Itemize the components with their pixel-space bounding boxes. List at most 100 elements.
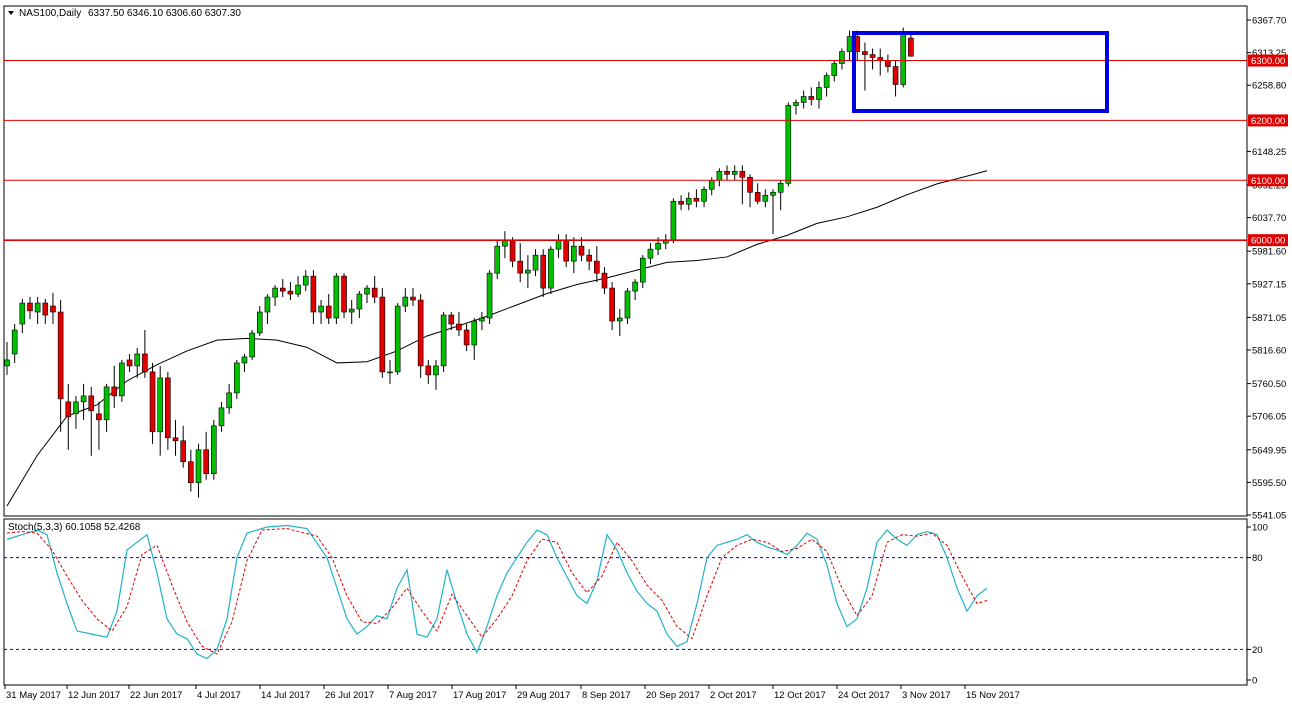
candle xyxy=(586,249,592,271)
candle xyxy=(785,102,792,187)
candle xyxy=(103,383,110,432)
candle-body xyxy=(19,302,26,325)
date-tick-label: 31 May 2017 xyxy=(6,690,61,701)
candle xyxy=(486,270,493,325)
date-tick-label: 4 Jul 2017 xyxy=(197,690,241,701)
candle-body xyxy=(831,63,838,76)
candle xyxy=(647,243,654,265)
level-tag xyxy=(1248,174,1288,187)
candle-body xyxy=(816,87,822,100)
candle xyxy=(42,298,49,325)
candle-body xyxy=(440,314,447,367)
candle-body xyxy=(502,239,508,247)
candle-body xyxy=(157,377,163,433)
level-tag xyxy=(1248,234,1288,247)
candle xyxy=(456,312,462,336)
candle-body xyxy=(701,188,707,202)
candle xyxy=(387,359,393,384)
highlight-box[interactable] xyxy=(852,31,1109,113)
candle xyxy=(839,48,845,70)
candle-body xyxy=(142,353,148,373)
level-tag-label: 6100.00 xyxy=(1251,176,1285,187)
stoch-signal-line xyxy=(6,528,988,655)
candle-body xyxy=(318,305,324,313)
candle-body xyxy=(88,395,95,412)
candle xyxy=(731,165,738,181)
candle-body xyxy=(333,275,340,319)
stoch-main-line xyxy=(6,524,988,660)
candle xyxy=(27,297,33,320)
dropdown-arrow-icon[interactable] xyxy=(8,11,14,15)
candle xyxy=(433,359,439,390)
candle-body xyxy=(80,395,87,403)
candle-body xyxy=(256,311,263,334)
price-axis: 6367.706313.256258.806148.256092.256037.… xyxy=(1247,16,1286,522)
candle xyxy=(371,276,378,304)
candle-body xyxy=(287,290,294,295)
candle xyxy=(57,300,64,432)
candle-body xyxy=(234,362,240,394)
candle xyxy=(609,282,615,330)
candle xyxy=(816,81,822,109)
candle-body xyxy=(770,191,776,196)
candle-body xyxy=(302,275,309,286)
candle-body xyxy=(180,440,186,463)
candle xyxy=(241,353,248,372)
candle-body xyxy=(724,171,730,175)
candle xyxy=(364,285,370,304)
candle xyxy=(256,306,263,336)
candle-body xyxy=(11,329,18,355)
candle-body xyxy=(4,359,10,367)
date-tick-label: 3 Nov 2017 xyxy=(902,690,951,701)
candle-body xyxy=(808,96,815,100)
candle-body xyxy=(647,248,654,259)
price-tick-label: 5541.05 xyxy=(1252,511,1286,522)
candle xyxy=(50,292,56,325)
candle-body xyxy=(678,200,684,205)
candle-body xyxy=(211,425,217,475)
candle-body xyxy=(777,182,784,193)
candle xyxy=(379,288,386,378)
candle-body xyxy=(616,317,623,322)
candle xyxy=(532,249,539,277)
level-tag xyxy=(1248,114,1288,127)
candle-body xyxy=(394,305,401,373)
candle-body xyxy=(517,260,524,274)
candle xyxy=(249,330,255,360)
candle-body xyxy=(364,287,370,295)
candle xyxy=(19,298,26,333)
candle xyxy=(494,240,501,280)
candle-body xyxy=(639,257,646,283)
candle-body xyxy=(96,413,102,421)
candle-body xyxy=(869,54,876,58)
candle-body xyxy=(27,302,33,312)
candle xyxy=(770,189,776,235)
candle-body xyxy=(272,287,278,298)
price-tick-label: 6313.25 xyxy=(1252,48,1286,59)
candle xyxy=(463,324,470,351)
candle xyxy=(448,312,455,330)
candle-body xyxy=(762,194,769,202)
candle xyxy=(318,300,324,325)
candle xyxy=(226,383,232,414)
candle-body xyxy=(785,105,792,184)
candle-body xyxy=(609,287,615,322)
candle xyxy=(188,449,194,492)
candle-body xyxy=(548,248,554,289)
chart-header: NAS100,Daily 6337.50 6346.10 6306.60 630… xyxy=(8,8,241,19)
candle xyxy=(578,237,585,262)
date-tick-label: 20 Sep 2017 xyxy=(646,690,700,701)
candle-body xyxy=(716,171,723,181)
candle-body xyxy=(747,177,753,193)
candle-body xyxy=(417,299,424,367)
candle xyxy=(777,180,784,211)
candle-body xyxy=(65,401,72,418)
candle xyxy=(571,237,577,274)
candle xyxy=(172,419,179,456)
candle-body xyxy=(693,197,700,202)
candle-body xyxy=(670,200,677,241)
candles xyxy=(4,27,914,498)
candle xyxy=(616,309,623,336)
date-tick-label: 8 Sep 2017 xyxy=(582,690,631,701)
stoch-header: Stoch(5,3,3) 60.1058 52.4268 xyxy=(8,522,141,533)
